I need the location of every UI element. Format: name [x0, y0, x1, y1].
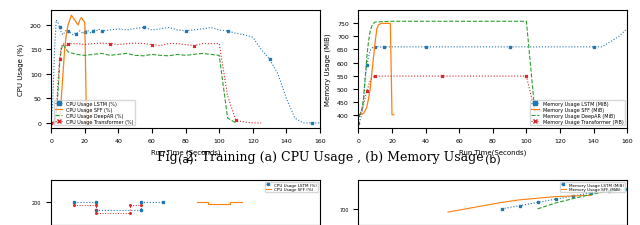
Legend: CPU Usage LSTM (%), CPU Usage SFF (%), CPU Usage DeepAR (%), CPU Usage Transform: CPU Usage LSTM (%), CPU Usage SFF (%), C… — [54, 100, 135, 126]
Legend: Memory Usage LSTM (MiB), Memory Usage SFF (MiB), Memory Usage DeepAR (MiB), Memo: Memory Usage LSTM (MiB), Memory Usage SF… — [530, 100, 625, 126]
Legend: Memory Usage LSTM (MiB), Memory Usage SFF (MiB): Memory Usage LSTM (MiB), Memory Usage SF… — [560, 182, 625, 192]
X-axis label: Run Time(Seconds): Run Time(Seconds) — [459, 148, 527, 155]
Text: (a): (a) — [178, 154, 193, 164]
Y-axis label: Memory Usage (MiB): Memory Usage (MiB) — [325, 34, 332, 106]
Text: (b): (b) — [485, 154, 500, 164]
Text: Fig. 2: Training (a) CPU Usage , (b) Memory Usage: Fig. 2: Training (a) CPU Usage , (b) Mem… — [157, 150, 483, 163]
X-axis label: Run Time (Seconds): Run Time (Seconds) — [151, 148, 220, 155]
Y-axis label: CPU Usage (%): CPU Usage (%) — [18, 44, 24, 96]
Legend: CPU Usage LSTM (%), CPU Usage SFF (%): CPU Usage LSTM (%), CPU Usage SFF (%) — [265, 182, 318, 192]
